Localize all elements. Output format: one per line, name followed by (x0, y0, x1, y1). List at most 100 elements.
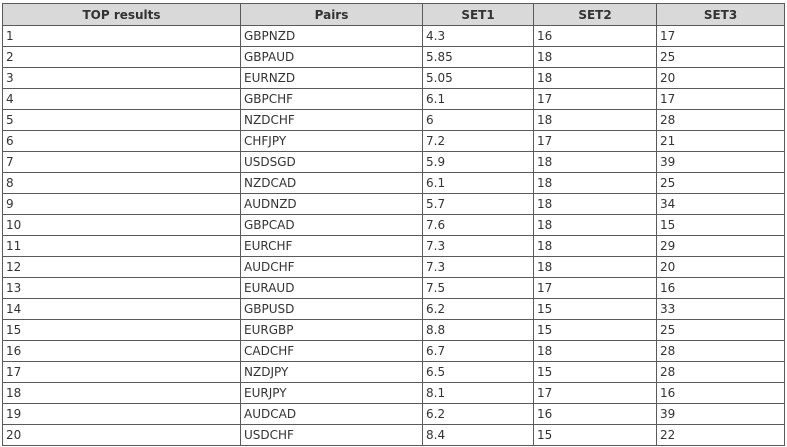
pair-cell: EURJPY (240, 382, 423, 404)
table-row: 16 CADCHF 6.7 18 28 (2, 340, 785, 362)
rank-cell: 7 (2, 151, 241, 173)
set3-cell: 25 (656, 319, 785, 341)
set3-cell: 39 (656, 151, 785, 173)
table-row: 2 GBPAUD 5.85 18 25 (2, 46, 785, 68)
set2-cell: 15 (533, 424, 657, 446)
header-row: TOP results Pairs SET1 SET2 SET3 (2, 3, 785, 26)
set2-cell: 15 (533, 319, 657, 341)
pair-cell: USDSGD (240, 151, 423, 173)
rank-cell: 17 (2, 361, 241, 383)
pair-cell: GBPAUD (240, 46, 423, 68)
set2-cell: 18 (533, 46, 657, 68)
rank-cell: 9 (2, 193, 241, 215)
table-row: 17 NZDJPY 6.5 15 28 (2, 361, 785, 383)
rank-cell: 3 (2, 67, 241, 89)
table-row: 13 EURAUD 7.5 17 16 (2, 277, 785, 299)
table-body: 1 GBPNZD 4.3 16 17 2 GBPAUD 5.85 18 25 3 EURNZD 5.05… (2, 25, 785, 446)
pair-cell: NZDCAD (240, 172, 423, 194)
set3-cell: 20 (656, 256, 785, 278)
pair-cell: AUDCAD (240, 403, 423, 425)
table-row: 3 EURNZD 5.05 18 20 (2, 67, 785, 89)
set1-cell: 5.05 (422, 67, 534, 89)
pair-cell: AUDCHF (240, 256, 423, 278)
table-row: 10 GBPCAD 7.6 18 15 (2, 214, 785, 236)
table-row: 8 NZDCAD 6.1 18 25 (2, 172, 785, 194)
set3-cell: 17 (656, 88, 785, 110)
rank-cell: 13 (2, 277, 241, 299)
rank-cell: 19 (2, 403, 241, 425)
rank-cell: 10 (2, 214, 241, 236)
set2-cell: 15 (533, 361, 657, 383)
pair-cell: NZDCHF (240, 109, 423, 131)
set1-cell: 6.2 (422, 403, 534, 425)
set2-cell: 18 (533, 67, 657, 89)
rank-cell: 15 (2, 319, 241, 341)
rank-cell: 8 (2, 172, 241, 194)
set1-cell: 8.4 (422, 424, 534, 446)
table-row: 7 USDSGD 5.9 18 39 (2, 151, 785, 173)
set1-cell: 6.1 (422, 88, 534, 110)
table-row: 20 USDCHF 8.4 15 22 (2, 424, 785, 446)
set2-cell: 18 (533, 235, 657, 257)
results-table: TOP results Pairs SET1 SET2 SET3 1 GBPNZD… (2, 3, 785, 446)
set1-cell: 5.9 (422, 151, 534, 173)
set1-cell: 5.85 (422, 46, 534, 68)
set2-cell: 17 (533, 382, 657, 404)
table-row: 4 GBPCHF 6.1 17 17 (2, 88, 785, 110)
set3-cell: 25 (656, 172, 785, 194)
table-row: 9 AUDNZD 5.7 18 34 (2, 193, 785, 215)
set1-cell: 7.5 (422, 277, 534, 299)
rank-cell: 18 (2, 382, 241, 404)
set3-cell: 17 (656, 25, 785, 47)
pair-cell: EURCHF (240, 235, 423, 257)
set1-cell: 8.1 (422, 382, 534, 404)
set3-cell: 16 (656, 277, 785, 299)
set1-cell: 7.6 (422, 214, 534, 236)
table-row: 5 NZDCHF 6 18 28 (2, 109, 785, 131)
set2-cell: 17 (533, 88, 657, 110)
set2-cell: 18 (533, 172, 657, 194)
table-row: 14 GBPUSD 6.2 15 33 (2, 298, 785, 320)
rank-cell: 16 (2, 340, 241, 362)
set3-cell: 33 (656, 298, 785, 320)
set2-cell: 18 (533, 109, 657, 131)
rank-cell: 11 (2, 235, 241, 257)
set1-cell: 5.7 (422, 193, 534, 215)
set1-cell: 7.3 (422, 235, 534, 257)
set3-cell: 28 (656, 361, 785, 383)
pair-cell: EURGBP (240, 319, 423, 341)
set3-cell: 15 (656, 214, 785, 236)
rank-cell: 14 (2, 298, 241, 320)
pair-cell: GBPNZD (240, 25, 423, 47)
table-row: 15 EURGBP 8.8 15 25 (2, 319, 785, 341)
pair-cell: AUDNZD (240, 193, 423, 215)
set3-cell: 25 (656, 46, 785, 68)
rank-cell: 4 (2, 88, 241, 110)
set2-cell: 17 (533, 277, 657, 299)
header-set3: SET3 (656, 3, 785, 26)
set3-cell: 20 (656, 67, 785, 89)
set3-cell: 39 (656, 403, 785, 425)
table-row: 19 AUDCAD 6.2 16 39 (2, 403, 785, 425)
header-pairs: Pairs (240, 3, 423, 26)
set3-cell: 28 (656, 340, 785, 362)
set3-cell: 21 (656, 130, 785, 152)
set2-cell: 18 (533, 340, 657, 362)
table-row: 11 EURCHF 7.3 18 29 (2, 235, 785, 257)
rank-cell: 12 (2, 256, 241, 278)
set1-cell: 6 (422, 109, 534, 131)
header-set2: SET2 (533, 3, 657, 26)
rank-cell: 6 (2, 130, 241, 152)
rank-cell: 5 (2, 109, 241, 131)
set3-cell: 29 (656, 235, 785, 257)
pair-cell: EURAUD (240, 277, 423, 299)
set2-cell: 15 (533, 298, 657, 320)
set1-cell: 6.2 (422, 298, 534, 320)
set1-cell: 4.3 (422, 25, 534, 47)
set2-cell: 16 (533, 403, 657, 425)
header-top-results: TOP results (2, 3, 241, 26)
pair-cell: USDCHF (240, 424, 423, 446)
pair-cell: GBPUSD (240, 298, 423, 320)
set2-cell: 18 (533, 151, 657, 173)
set3-cell: 16 (656, 382, 785, 404)
